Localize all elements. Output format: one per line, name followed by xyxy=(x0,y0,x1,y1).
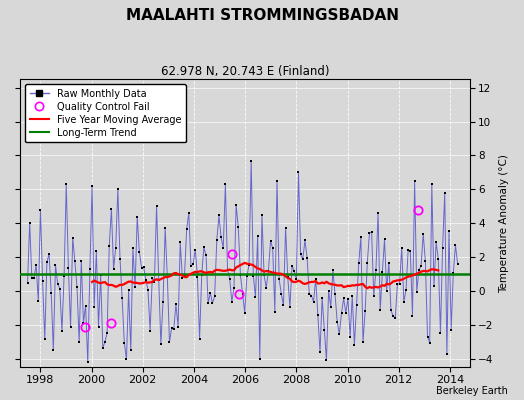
Text: Berkeley Earth: Berkeley Earth xyxy=(436,386,508,396)
Text: MAALAHTI STROMMINGSBADAN: MAALAHTI STROMMINGSBADAN xyxy=(126,8,398,23)
Legend: Raw Monthly Data, Quality Control Fail, Five Year Moving Average, Long-Term Tren: Raw Monthly Data, Quality Control Fail, … xyxy=(25,84,186,142)
Title: 62.978 N, 20.743 E (Finland): 62.978 N, 20.743 E (Finland) xyxy=(161,65,330,78)
Y-axis label: Temperature Anomaly (°C): Temperature Anomaly (°C) xyxy=(499,154,509,293)
